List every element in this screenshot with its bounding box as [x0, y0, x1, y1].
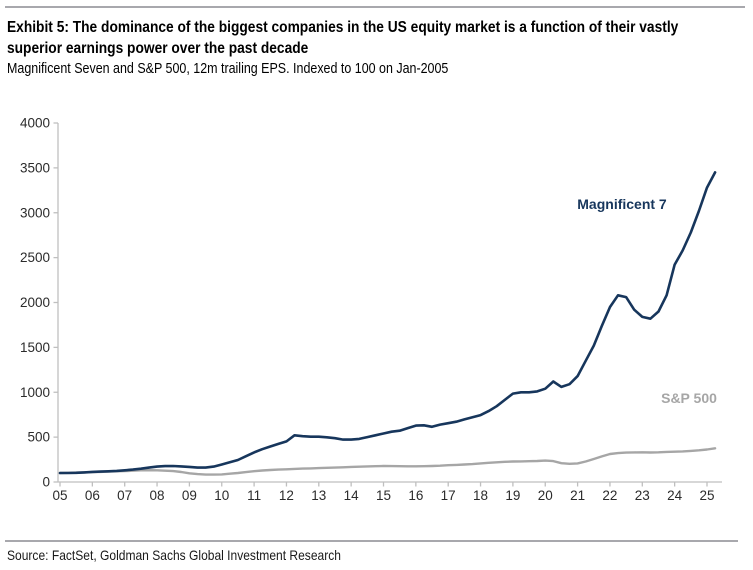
- magnificent-7-line: [58, 171, 717, 475]
- x-tick-label: 20: [538, 488, 553, 503]
- x-tick-label: 15: [376, 488, 391, 503]
- x-tick-label: 19: [505, 488, 520, 503]
- exhibit-title-line2: superior earnings power over the past de…: [7, 40, 309, 57]
- y-tick-label: 3000: [20, 205, 50, 220]
- x-tick-label: 23: [635, 488, 650, 503]
- x-tick-label: 12: [279, 488, 294, 503]
- y-tick-label: 4000: [20, 116, 50, 131]
- axes: [53, 122, 722, 487]
- x-tick-label: 16: [408, 488, 423, 503]
- source-attribution: Source: FactSet, Goldman Sachs Global In…: [7, 547, 341, 563]
- x-tick-label: 11: [247, 488, 261, 503]
- x-tick-label: 14: [344, 488, 360, 503]
- x-tick-label: 18: [473, 488, 488, 503]
- x-tick-label: 07: [117, 488, 132, 503]
- y-tick-label: 2000: [20, 295, 50, 310]
- exhibit-title-line1: Exhibit 5: The dominance of the biggest …: [7, 19, 679, 36]
- y-tick-label: 3500: [20, 160, 50, 175]
- y-tick-label: 1000: [20, 385, 50, 400]
- x-tick-label: 05: [52, 488, 67, 503]
- x-axis-tick-labels: 05 06 07 08 09 10 11 12 13 14 15 16 17 18 19 20 21 22 23 24…: [52, 488, 714, 503]
- series-lines: [58, 171, 717, 476]
- sp500-series-label: S&P 500: [661, 390, 717, 406]
- y-tick-label: 500: [27, 430, 50, 445]
- x-tick-label: 10: [214, 488, 229, 503]
- y-tick-label: 2500: [20, 250, 50, 265]
- magnificent-7-series-label: Magnificent 7: [577, 196, 667, 212]
- x-tick-label: 25: [699, 488, 714, 503]
- y-tick-label: 1500: [20, 340, 50, 355]
- x-tick-label: 09: [182, 488, 197, 503]
- x-tick-label: 24: [667, 488, 683, 503]
- y-tick-label: 0: [42, 475, 50, 490]
- bottom-divider: [5, 540, 738, 542]
- exhibit-title: Exhibit 5: The dominance of the biggest …: [7, 17, 753, 59]
- x-tick-label: 08: [150, 488, 165, 503]
- x-tick-label: 06: [85, 488, 100, 503]
- x-tick-label: 22: [602, 488, 617, 503]
- x-tick-label: 13: [311, 488, 326, 503]
- x-tick-label: 21: [570, 488, 585, 503]
- s-p-500-line: [58, 447, 717, 476]
- y-axis-tick-labels: 0 500 1000 1500 2000 2500 3000 3500 4000: [20, 116, 50, 490]
- chart-subtitle: Magnificent Seven and S&P 500, 12m trail…: [7, 61, 449, 77]
- top-divider: [5, 6, 745, 8]
- x-tick-label: 17: [441, 488, 456, 503]
